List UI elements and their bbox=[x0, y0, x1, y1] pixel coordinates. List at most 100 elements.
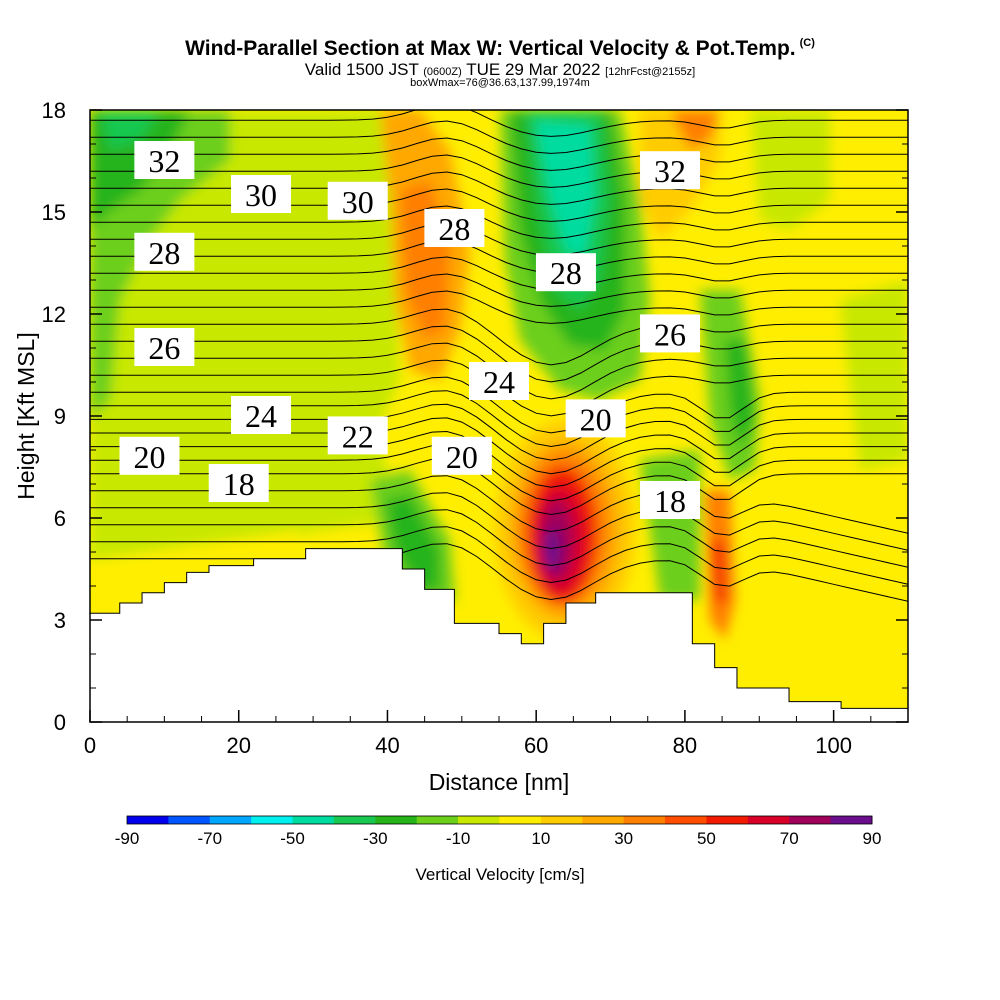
colorbar-swatch bbox=[333, 816, 376, 824]
x-tick-label: 60 bbox=[524, 733, 548, 758]
field-small-updraft-core bbox=[712, 540, 726, 605]
isentrope-line bbox=[90, 222, 908, 256]
colorbar-swatch bbox=[251, 816, 294, 824]
colorbar-swatch bbox=[582, 816, 625, 824]
colorbar-tick-label: 30 bbox=[614, 829, 633, 848]
isentrope-label-text: 28 bbox=[148, 235, 180, 271]
y-tick-label: 9 bbox=[54, 404, 66, 429]
isentrope-label-box bbox=[119, 436, 180, 475]
isentrope-label-text: 30 bbox=[245, 177, 277, 213]
colorbar-swatch bbox=[830, 816, 873, 824]
isentrope-line bbox=[90, 444, 908, 502]
isentrope-label: 28 bbox=[424, 209, 485, 247]
forecast-info: [12hrFcst@2155z] bbox=[605, 66, 696, 78]
isentrope-label-box bbox=[424, 209, 485, 247]
terrain bbox=[90, 548, 908, 722]
isentrope-line bbox=[90, 526, 908, 585]
colorbar-tick-label: 70 bbox=[780, 829, 799, 848]
colorbar-tick-label: -10 bbox=[446, 829, 471, 848]
main-updraft bbox=[495, 420, 635, 640]
x-tick-label: 0 bbox=[84, 733, 96, 758]
isentrope-line bbox=[90, 239, 908, 273]
colorbar-swatch bbox=[665, 816, 707, 824]
colorbar-swatch bbox=[747, 816, 790, 824]
isentrope-label-box bbox=[208, 464, 269, 502]
isentrope-line bbox=[90, 308, 908, 366]
isentrope-line bbox=[90, 543, 908, 602]
isentrope-line bbox=[90, 110, 908, 137]
isentrope-label: 28 bbox=[535, 253, 596, 292]
colorbar-tick-label: -30 bbox=[363, 829, 388, 848]
y-tick-label: 15 bbox=[42, 200, 66, 225]
isentrope-line bbox=[90, 403, 908, 461]
isentrope-label-text: 32 bbox=[148, 143, 180, 179]
isentrope-line bbox=[90, 171, 908, 205]
x-tick-label: 20 bbox=[226, 733, 250, 758]
isentrope-label-text: 18 bbox=[654, 483, 686, 519]
isentrope-line bbox=[90, 273, 908, 307]
chart-title: Wind-Parallel Section at Max W: Vertical… bbox=[185, 37, 815, 60]
colorbar-tick-label: 10 bbox=[531, 829, 550, 848]
isentrope-label: 22 bbox=[327, 416, 388, 455]
isentrope-label-box bbox=[431, 436, 492, 475]
isentrope-label: 18 bbox=[640, 481, 701, 519]
colorbar-swatch bbox=[706, 816, 749, 824]
axes: 0 20 40 60 80 100 0 3 6 9 12 15 18 bbox=[42, 98, 909, 758]
isentrope-label-text: 32 bbox=[654, 153, 686, 189]
isentrope-label: 24 bbox=[469, 362, 529, 400]
isentrope-label: 32 bbox=[134, 141, 195, 179]
isentrope-label-text: 28 bbox=[438, 211, 470, 247]
colorbar-tick-label: -70 bbox=[197, 829, 222, 848]
isentrope-label-box bbox=[640, 481, 701, 519]
colorbar-swatch bbox=[458, 816, 500, 824]
colorbar-swatch bbox=[789, 816, 832, 824]
box-info: boxWmax=76@36.63,137.99,1974m bbox=[410, 77, 590, 89]
colorbar-swatch bbox=[375, 816, 418, 824]
colorbar-swatch bbox=[127, 816, 169, 824]
colorbar-tick-label: -50 bbox=[280, 829, 305, 848]
isentrope-label: 30 bbox=[231, 175, 292, 213]
y-axis-label: Height [Kft MSL] bbox=[13, 332, 39, 499]
x-axis-label: Distance [nm] bbox=[429, 769, 570, 795]
field-right-green-core bbox=[725, 340, 755, 450]
x-tick-label: 100 bbox=[815, 733, 852, 758]
isentrope-line bbox=[90, 154, 908, 188]
isentrope-label-box bbox=[134, 328, 195, 366]
colorbar-tick-label: -90 bbox=[115, 829, 140, 848]
colorbar: -90 -70 -50 -30 -10 10 30 50 70 90 bbox=[115, 815, 881, 848]
isentrope-label-text: 28 bbox=[550, 255, 582, 291]
isentrope-label-box bbox=[640, 314, 701, 353]
field-upper-right-orange-core bbox=[670, 110, 720, 150]
colorbar-tick-label: 50 bbox=[697, 829, 716, 848]
y-tick-label: 0 bbox=[54, 710, 66, 735]
isentrope-label-box bbox=[231, 396, 292, 434]
isentrope-label-text: 26 bbox=[654, 316, 686, 352]
isentrope-label: 30 bbox=[327, 181, 388, 220]
field-terrain-yellow bbox=[90, 530, 300, 590]
isentrope-line bbox=[90, 325, 908, 383]
isentrope-label-text: 24 bbox=[483, 364, 515, 400]
isentrope-line bbox=[90, 390, 908, 448]
colorbar-label: Vertical Velocity [cm/s] bbox=[415, 865, 584, 884]
valid-date: TUE 29 Mar 2022 bbox=[466, 60, 601, 79]
colorbar-swatch bbox=[540, 816, 583, 824]
isentrope-label-box bbox=[327, 416, 388, 455]
isentrope-line bbox=[90, 430, 908, 488]
isentrope-label-box bbox=[134, 232, 195, 271]
field-far-right-green bbox=[750, 110, 830, 230]
colorbar-swatch bbox=[209, 816, 252, 824]
isentrope-label-box bbox=[535, 253, 596, 292]
isentrope-label-box bbox=[134, 141, 195, 179]
isentrope-label-box bbox=[469, 362, 529, 400]
isentrope-labels: 32 30 30 28 32 28 28 26 26 24 24 22 20 20 20 18 18 bbox=[119, 141, 701, 519]
isentrope-label: 26 bbox=[640, 314, 701, 353]
isentrope-line bbox=[90, 290, 908, 324]
isentrope-line bbox=[90, 205, 908, 239]
isentrope-label: 20 bbox=[565, 399, 626, 438]
isentrope-label: 20 bbox=[119, 436, 180, 475]
isentrope-label: 28 bbox=[134, 232, 195, 271]
isentrope-label: 20 bbox=[431, 436, 492, 475]
x-tick-label: 80 bbox=[673, 733, 697, 758]
isentrope-label-text: 18 bbox=[223, 466, 255, 502]
